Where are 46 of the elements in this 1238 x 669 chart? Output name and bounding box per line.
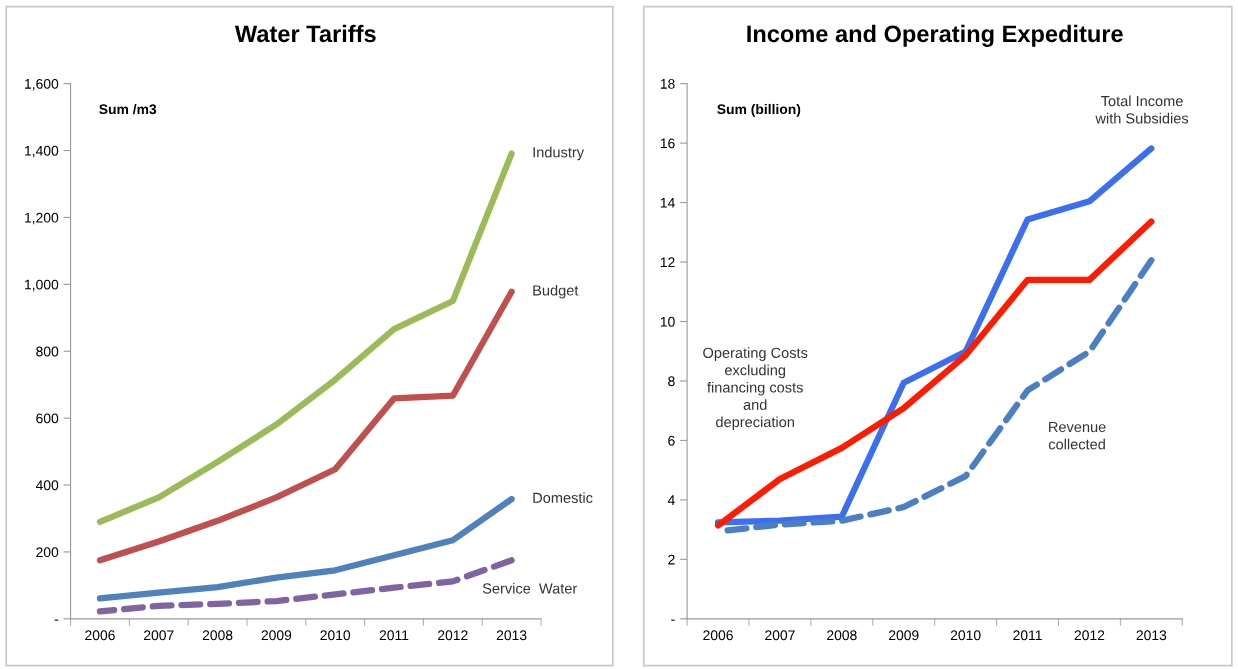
y-tick-label: 6 [668, 435, 675, 446]
x-tick-label: 2006 [85, 630, 115, 641]
text: Total Income with Subsidies [1095, 95, 1189, 124]
chart-title: Income and Operating Expediture [747, 24, 1123, 47]
y-tick-label: 14 [660, 198, 675, 208]
y-tick-label: 10 [660, 316, 675, 327]
series-label: Service Water [482, 582, 578, 594]
series-label: Domestic [533, 492, 593, 503]
y-tick-label: - [671, 619, 675, 621]
series-label: Budget [533, 284, 579, 299]
y-tick-label: 600 [36, 413, 59, 424]
y-axis-title: Sum /m3 [99, 103, 157, 115]
y-tick-label: 200 [36, 547, 59, 558]
x-tick-label: 2006 [703, 630, 733, 641]
y-tick-label: 12 [660, 257, 675, 268]
y-axis-title: Sum (billion) [717, 103, 801, 117]
x-tick-label: 2011 [1013, 630, 1042, 641]
y-tick-label: 800 [36, 346, 59, 357]
y-tick-label: 16 [660, 138, 675, 149]
x-tick-label: 2008 [202, 630, 233, 641]
y-tick-label: 400 [35, 480, 59, 491]
y-tick-label: 1,400 [25, 145, 59, 158]
x-tick-label: 2011 [379, 630, 409, 641]
y-tick-label: 1,000 [25, 279, 59, 292]
y-tick-label: 4 [667, 495, 675, 505]
x-tick-label: 2009 [888, 630, 919, 641]
chart-title: Water Tariffs [234, 24, 376, 43]
x-tick-label: 2009 [261, 630, 292, 641]
y-tick-label: 8 [668, 376, 675, 387]
x-tick-label: 2008 [827, 630, 857, 641]
x-tick-label: 2013 [496, 630, 527, 641]
x-tick-label: 2010 [320, 630, 351, 641]
x-tick-label: 2013 [1136, 630, 1167, 641]
y-tick-label: 2 [668, 554, 675, 565]
text: Operating Costs excluding financing costs and depreciation [703, 347, 808, 431]
x-tick-label: 2012 [438, 630, 468, 641]
x-tick-label: 2007 [144, 630, 174, 641]
series-label: Industry [533, 146, 585, 161]
y-tick-label: - [54, 619, 59, 621]
x-tick-label: 2007 [765, 630, 795, 641]
x-tick-label: 2012 [1074, 630, 1105, 641]
x-tick-label: 2010 [950, 630, 981, 641]
y-tick-label: 1,600 [25, 78, 59, 91]
y-tick-label: 1,200 [25, 212, 59, 225]
text: Revenue collected [1048, 421, 1106, 450]
y-tick-label: 18 [660, 78, 675, 89]
